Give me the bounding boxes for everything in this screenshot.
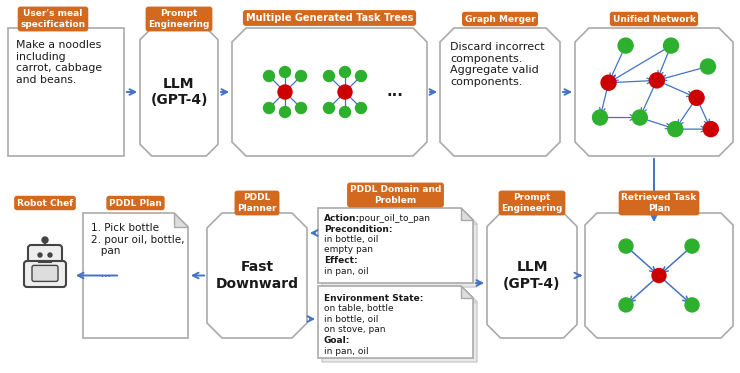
Text: Environment State:: Environment State: xyxy=(324,294,423,303)
Circle shape xyxy=(278,85,292,99)
Polygon shape xyxy=(207,213,307,338)
Polygon shape xyxy=(83,213,188,338)
FancyBboxPatch shape xyxy=(28,245,62,267)
Polygon shape xyxy=(465,290,477,302)
Text: Graph Merger: Graph Merger xyxy=(465,15,535,23)
Text: Discard incorrect
components.
Aggregate valid
components.: Discard incorrect components. Aggregate … xyxy=(450,42,545,87)
Text: PDDL Plan: PDDL Plan xyxy=(109,198,162,207)
Polygon shape xyxy=(465,212,477,224)
Text: in bottle, oil: in bottle, oil xyxy=(324,235,378,244)
Polygon shape xyxy=(440,28,560,156)
Polygon shape xyxy=(232,28,427,156)
Text: Effect:: Effect: xyxy=(324,256,357,265)
Text: 1. Pick bottle
2. pour oil, bottle,
   pan

   ...: 1. Pick bottle 2. pour oil, bottle, pan … xyxy=(91,223,184,279)
Circle shape xyxy=(652,269,666,282)
Circle shape xyxy=(649,73,665,88)
Circle shape xyxy=(355,103,366,113)
Text: in bottle, oil: in bottle, oil xyxy=(324,315,378,324)
Text: empty pan: empty pan xyxy=(324,245,373,254)
Text: Precondition:: Precondition: xyxy=(324,225,392,233)
Polygon shape xyxy=(487,213,577,338)
Text: PDDL Domain and
Problem: PDDL Domain and Problem xyxy=(350,185,441,205)
Circle shape xyxy=(593,110,608,125)
Circle shape xyxy=(340,66,351,78)
Circle shape xyxy=(619,239,633,253)
Circle shape xyxy=(685,298,699,312)
Text: in pan, oil: in pan, oil xyxy=(324,347,369,355)
Text: ...: ... xyxy=(386,85,403,100)
Text: pour_oil_to_pan: pour_oil_to_pan xyxy=(356,214,430,223)
Bar xyxy=(8,28,124,156)
Text: Unified Network: Unified Network xyxy=(613,15,696,23)
Circle shape xyxy=(280,66,291,78)
Circle shape xyxy=(619,298,633,312)
Text: User's meal
specification: User's meal specification xyxy=(21,9,86,29)
Text: on table, bottle: on table, bottle xyxy=(324,304,394,313)
Polygon shape xyxy=(322,212,477,287)
Circle shape xyxy=(323,103,334,113)
Circle shape xyxy=(263,103,275,113)
Circle shape xyxy=(280,107,291,117)
Circle shape xyxy=(689,90,704,105)
Text: in pan, oil: in pan, oil xyxy=(324,266,369,276)
Text: Action:: Action: xyxy=(324,214,360,223)
Text: PDDL
Planner: PDDL Planner xyxy=(238,193,277,213)
Circle shape xyxy=(338,85,352,99)
FancyBboxPatch shape xyxy=(32,266,58,281)
Circle shape xyxy=(701,59,716,74)
FancyBboxPatch shape xyxy=(24,261,66,287)
Circle shape xyxy=(263,70,275,81)
Circle shape xyxy=(48,253,52,257)
Text: Robot Chef: Robot Chef xyxy=(17,198,73,207)
Circle shape xyxy=(632,110,648,125)
Polygon shape xyxy=(461,208,473,220)
Polygon shape xyxy=(575,28,733,156)
Circle shape xyxy=(685,239,699,253)
Circle shape xyxy=(618,38,633,53)
Circle shape xyxy=(340,107,351,117)
Polygon shape xyxy=(318,286,473,358)
Text: on stove, pan: on stove, pan xyxy=(324,326,386,335)
Text: Retrieved Task
Plan: Retrieved Task Plan xyxy=(622,193,696,213)
Circle shape xyxy=(295,70,306,81)
Polygon shape xyxy=(322,290,477,362)
Polygon shape xyxy=(140,28,218,156)
Text: LLM
(GPT-4): LLM (GPT-4) xyxy=(150,77,208,107)
Text: Fast
Downward: Fast Downward xyxy=(215,260,298,291)
Circle shape xyxy=(703,122,719,137)
Polygon shape xyxy=(461,286,473,298)
Polygon shape xyxy=(174,213,188,227)
Circle shape xyxy=(355,70,366,81)
Circle shape xyxy=(42,237,48,243)
Text: LLM
(GPT-4): LLM (GPT-4) xyxy=(503,260,561,291)
Circle shape xyxy=(664,38,679,53)
Circle shape xyxy=(601,75,616,90)
Text: Prompt
Engineering: Prompt Engineering xyxy=(148,9,209,29)
Text: Prompt
Engineering: Prompt Engineering xyxy=(501,193,562,213)
Text: Goal:: Goal: xyxy=(324,336,350,345)
Polygon shape xyxy=(585,213,733,338)
Polygon shape xyxy=(318,208,473,283)
Circle shape xyxy=(295,103,306,113)
Circle shape xyxy=(323,70,334,81)
Circle shape xyxy=(38,253,42,257)
Text: Make a noodles
including
carrot, cabbage
and beans.: Make a noodles including carrot, cabbage… xyxy=(16,40,102,85)
Text: Multiple Generated Task Trees: Multiple Generated Task Trees xyxy=(246,13,413,23)
Circle shape xyxy=(667,122,683,137)
